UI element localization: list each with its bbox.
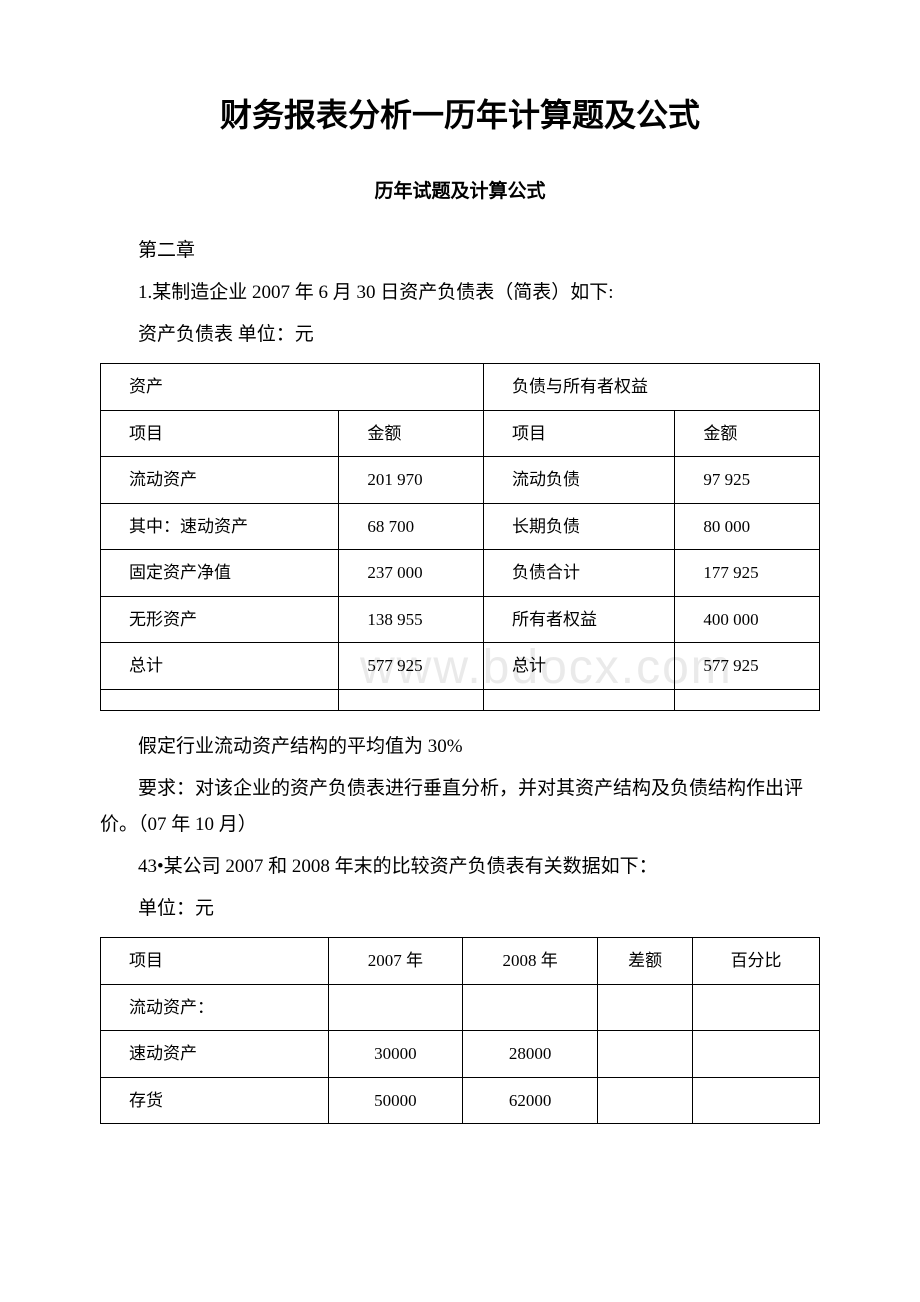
subtitle: 历年试题及计算公式 — [100, 176, 820, 203]
table-cell: 28000 — [463, 1031, 598, 1078]
question1-note2: 要求：对该企业的资产负债表进行垂直分析，并对其资产结构及负债结构作出评价。（07… — [100, 771, 820, 843]
table-row: 存货 50000 62000 — [101, 1077, 820, 1124]
chapter-label: 第二章 — [100, 233, 820, 269]
main-title: 财务报表分析一历年计算题及公式 — [100, 90, 820, 136]
question1-intro: 1.某制造企业 2007 年 6 月 30 日资产负债表（简表）如下: — [100, 275, 820, 311]
table-row: 资产 负债与所有者权益 — [101, 364, 820, 411]
table-cell — [598, 1031, 693, 1078]
table-row: 总计 577 925 总计 577 925 — [101, 643, 820, 690]
table-header-assets: 资产 — [101, 364, 484, 411]
table-cell-empty — [675, 689, 820, 710]
table-row: 流动资产 201 970 流动负债 97 925 — [101, 457, 820, 504]
question2-unit: 单位：元 — [100, 891, 820, 927]
table-cell: 177 925 — [675, 550, 820, 597]
table-cell: 400 000 — [675, 596, 820, 643]
table-cell: 138 955 — [339, 596, 484, 643]
table-cell: 速动资产 — [101, 1031, 329, 1078]
table-cell — [693, 984, 820, 1031]
table-cell: 80 000 — [675, 503, 820, 550]
table-cell: 总计 — [484, 643, 675, 690]
table-cell: 577 925 — [675, 643, 820, 690]
table-cell: 流动负债 — [484, 457, 675, 504]
table-cell: 577 925 — [339, 643, 484, 690]
table-cell — [598, 1077, 693, 1124]
table-row: 固定资产净值 237 000 负债合计 177 925 — [101, 550, 820, 597]
table-row: 无形资产 138 955 所有者权益 400 000 — [101, 596, 820, 643]
table-cell: 68 700 — [339, 503, 484, 550]
table-cell: 62000 — [463, 1077, 598, 1124]
comparative-balance-sheet-table-2: 项目 2007 年 2008 年 差额 百分比 流动资产： 速动资产 30000… — [100, 937, 820, 1124]
table-cell: 50000 — [328, 1077, 463, 1124]
table-col-header: 金额 — [339, 410, 484, 457]
table-header-liabilities: 负债与所有者权益 — [484, 364, 820, 411]
table1-caption: 资产负债表 单位：元 — [100, 317, 820, 353]
table-row-empty — [101, 689, 820, 710]
table-col-header: 2007 年 — [328, 938, 463, 985]
table-cell: 无形资产 — [101, 596, 339, 643]
table-row: 项目 2007 年 2008 年 差额 百分比 — [101, 938, 820, 985]
table-cell: 所有者权益 — [484, 596, 675, 643]
table-cell: 其中：速动资产 — [101, 503, 339, 550]
table-cell: 97 925 — [675, 457, 820, 504]
table-col-header: 2008 年 — [463, 938, 598, 985]
table-row: 项目 金额 项目 金额 — [101, 410, 820, 457]
table-col-header: 百分比 — [693, 938, 820, 985]
question1-note1: 假定行业流动资产结构的平均值为 30% — [100, 729, 820, 765]
table-cell — [463, 984, 598, 1031]
table-col-header: 差额 — [598, 938, 693, 985]
table-col-header: 项目 — [484, 410, 675, 457]
table-col-header: 项目 — [101, 938, 329, 985]
table-cell: 总计 — [101, 643, 339, 690]
table-col-header: 项目 — [101, 410, 339, 457]
table-cell-empty — [484, 689, 675, 710]
table-cell: 负债合计 — [484, 550, 675, 597]
table-cell-empty — [101, 689, 339, 710]
table-cell: 长期负债 — [484, 503, 675, 550]
question2-intro: 43•某公司 2007 和 2008 年末的比较资产负债表有关数据如下： — [100, 849, 820, 885]
table-cell: 存货 — [101, 1077, 329, 1124]
table-cell — [598, 984, 693, 1031]
page: www.bdocx.com 财务报表分析一历年计算题及公式 历年试题及计算公式 … — [100, 90, 820, 1124]
table-cell — [693, 1077, 820, 1124]
table-cell: 固定资产净值 — [101, 550, 339, 597]
balance-sheet-table-1: 资产 负债与所有者权益 项目 金额 项目 金额 流动资产 201 970 流动负… — [100, 363, 820, 711]
table-row: 其中：速动资产 68 700 长期负债 80 000 — [101, 503, 820, 550]
table-row: 流动资产： — [101, 984, 820, 1031]
table-col-header: 金额 — [675, 410, 820, 457]
table-cell — [693, 1031, 820, 1078]
table-cell: 流动资产 — [101, 457, 339, 504]
table-cell — [328, 984, 463, 1031]
table-row: 速动资产 30000 28000 — [101, 1031, 820, 1078]
table-cell: 流动资产： — [101, 984, 329, 1031]
table-cell-empty — [339, 689, 484, 710]
table-cell: 201 970 — [339, 457, 484, 504]
table-cell: 30000 — [328, 1031, 463, 1078]
table-cell: 237 000 — [339, 550, 484, 597]
